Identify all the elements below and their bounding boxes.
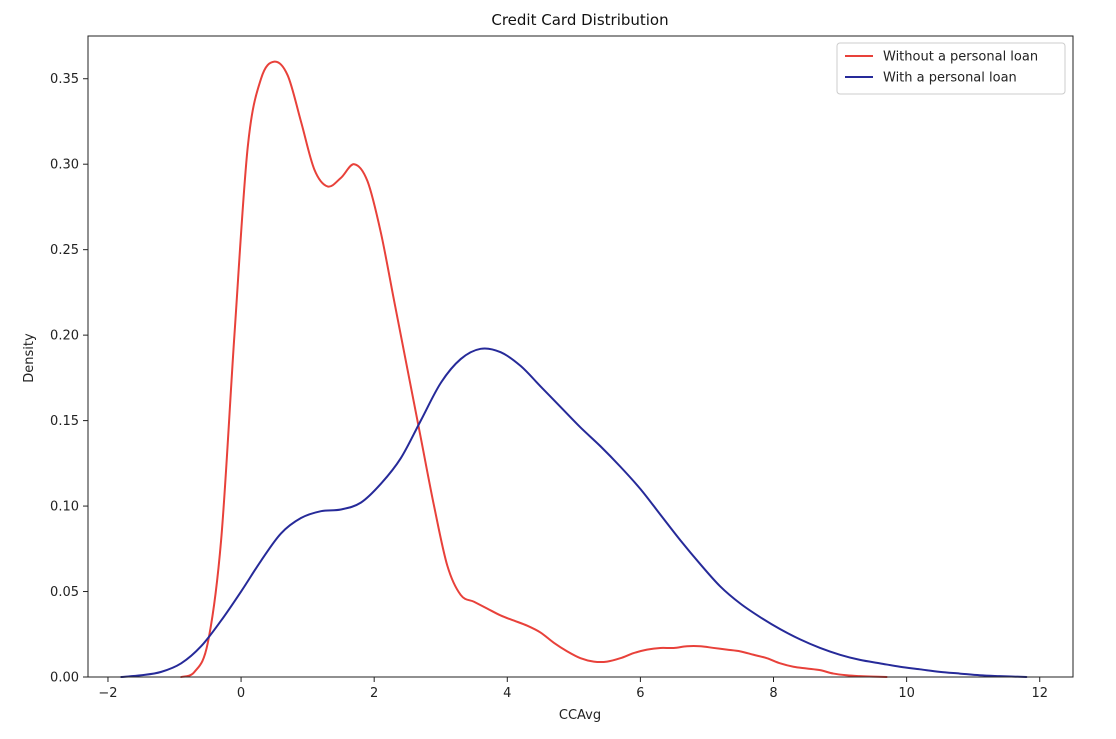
y-tick-label: 0.05 — [50, 585, 79, 600]
legend-box — [836, 42, 1066, 95]
x-tick-label: 2 — [370, 686, 378, 701]
x-tick-label: 4 — [503, 686, 511, 701]
chart-title: Credit Card Distribution — [491, 11, 668, 29]
y-tick-label: 0.30 — [50, 158, 79, 173]
x-tick-label: 8 — [769, 686, 777, 701]
y-axis-label: Density — [22, 333, 37, 383]
y-tick-label: 0.25 — [50, 243, 79, 258]
series-line-without-loan — [180, 60, 888, 678]
y-tick-label: 0.00 — [50, 671, 79, 686]
y-tick-label: 0.20 — [50, 329, 79, 344]
x-tick-label: 10 — [898, 686, 915, 701]
x-tick-label: 12 — [1031, 686, 1048, 701]
series-line-with-loan — [120, 347, 1028, 678]
y-tick-label: 0.35 — [50, 72, 79, 87]
y-tick-label: 0.10 — [50, 500, 79, 515]
x-tick-label: 6 — [636, 686, 644, 701]
plot-area: −2 0 2 4 6 8 10 12 0.00 0.05 0.10 0.15 0.20 0.25 0.30 0… — [50, 35, 1074, 701]
legend-entry-label: With a personal loan — [883, 71, 1017, 86]
plot-frame — [87, 35, 1074, 678]
legend-entry-label: Without a personal loan — [883, 50, 1038, 65]
x-tick-label: 0 — [237, 686, 245, 701]
legend: Without a personal loan With a personal l… — [836, 42, 1066, 95]
y-tick-label: 0.15 — [50, 414, 79, 429]
x-axis-label: CCAvg — [559, 708, 601, 723]
x-tick-label: −2 — [98, 686, 117, 701]
